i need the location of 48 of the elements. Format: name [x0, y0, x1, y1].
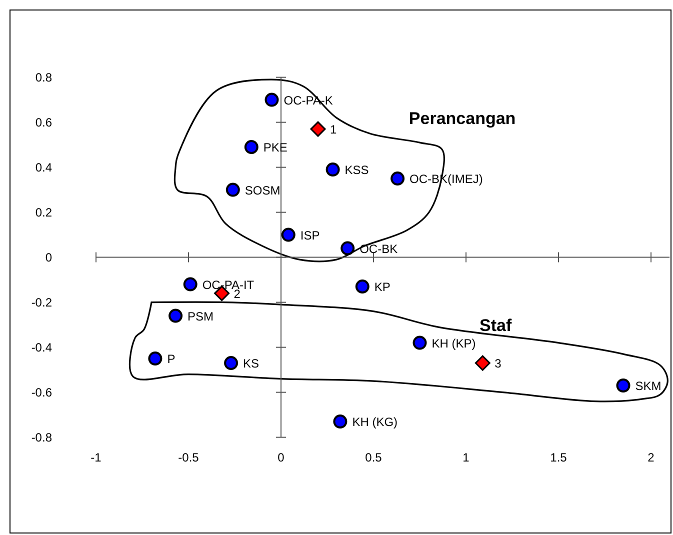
annotation: SKM [635, 379, 662, 394]
x-tick-label: -0.5 [178, 450, 200, 464]
y-tick-label: -0.8 [31, 430, 52, 444]
annotation: OC-BK [360, 242, 398, 256]
point [333, 414, 348, 429]
point [355, 280, 370, 294]
x-tick-label: 0 [278, 450, 285, 464]
point [264, 92, 279, 107]
y-tick-label: 0 [45, 250, 52, 264]
annotation: KSS [344, 163, 369, 178]
y-tick-label: -0.2 [31, 295, 52, 310]
y-tick-label: -0.6 [31, 385, 52, 400]
point [340, 241, 355, 256]
y-tick-label: 0.2 [35, 205, 52, 220]
point [310, 121, 326, 137]
x-tick-label: 0.5 [365, 450, 382, 464]
x-tick-label: -1 [90, 450, 102, 464]
point [390, 172, 405, 186]
annotation: SOSM [244, 183, 280, 198]
annotation: 1 [330, 122, 337, 137]
y-tick-label: -0.4 [31, 340, 52, 354]
annotation: KH (KP) [432, 336, 476, 350]
y-tick-label: 0.6 [35, 115, 52, 130]
point [148, 352, 162, 366]
point [168, 308, 183, 323]
annotation: KS [243, 356, 260, 371]
annotation: P [167, 352, 176, 366]
annotation: PSM [188, 309, 214, 324]
annotation: KP [374, 280, 390, 294]
y-tick-label: 0.8 [35, 70, 52, 84]
point [616, 378, 630, 393]
point [224, 356, 238, 370]
x-tick-label: 1.5 [550, 450, 568, 464]
annotation: Staf [480, 316, 512, 335]
point [412, 336, 427, 350]
point [474, 355, 490, 371]
annotation: 3 [494, 356, 502, 371]
x-tick-label: 1 [462, 450, 470, 464]
x-tick-label: 2 [648, 450, 655, 464]
point [281, 228, 296, 242]
point [226, 182, 240, 197]
annotation: KH (KG) [352, 415, 398, 430]
point [244, 140, 258, 154]
y-tick-label: 0.4 [35, 160, 52, 174]
annotation: Perancangan [408, 108, 516, 128]
annotation: ISP [300, 228, 320, 242]
point [326, 162, 340, 177]
point [183, 277, 198, 292]
